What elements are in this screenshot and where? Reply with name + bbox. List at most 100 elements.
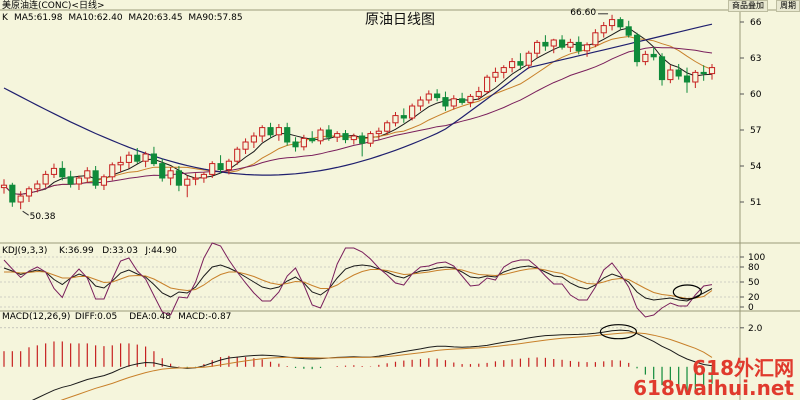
- candle-body: [575, 41, 582, 52]
- candle-body: [683, 75, 691, 83]
- kdj-tick-label: 100: [748, 253, 765, 263]
- candle-body: [550, 39, 557, 47]
- candle-body: [367, 133, 374, 144]
- watermark-line2: 618waihui.net: [633, 376, 794, 400]
- candle-body: [25, 188, 33, 197]
- candle-body: [342, 133, 349, 141]
- kdj-legend-0: K:36.99: [59, 246, 94, 256]
- kdj-label: KDJ(9,3,3): [2, 246, 47, 256]
- candle-body: [34, 183, 41, 190]
- candle-body: [434, 93, 441, 99]
- macd-diff-line: [31, 329, 713, 400]
- candle-body: [667, 69, 674, 81]
- ma-legend-1: MA10:62.40: [68, 13, 122, 23]
- macd-highlight-ellipse: [599, 324, 637, 340]
- candle-body: [417, 99, 424, 107]
- candle-body: [700, 71, 707, 75]
- kdj-legend-2: J:44.90: [144, 246, 177, 256]
- chart-title: 原油日线图: [365, 12, 435, 28]
- kdj-k-line: [3, 264, 713, 302]
- candle-body: [109, 164, 116, 178]
- candle-body: [234, 148, 241, 162]
- candle-body: [225, 160, 232, 171]
- candle-body: [75, 177, 83, 185]
- candle-body: [125, 154, 133, 163]
- candle-body: [692, 71, 699, 83]
- candle-body: [42, 173, 49, 185]
- candle-body: [350, 135, 357, 141]
- candle-body: [159, 163, 166, 179]
- ma-k-label: K: [2, 13, 9, 23]
- candle-body: [500, 67, 507, 73]
- candle-body: [9, 184, 16, 203]
- macd-label: MACD(12,26,9): [2, 312, 70, 322]
- candle-body: [317, 129, 324, 142]
- candle-body: [209, 163, 216, 175]
- candle-body: [492, 71, 499, 78]
- candle-body: [542, 41, 549, 47]
- y-tick-label: 60: [750, 90, 762, 100]
- y-tick-label: 51: [750, 198, 761, 208]
- candle-body: [275, 127, 282, 136]
- ma10-line: [3, 35, 713, 195]
- period-button[interactable]: 周期: [776, 0, 800, 12]
- candle-body: [359, 135, 366, 144]
- macd-dea-line: [60, 332, 713, 400]
- kdj-highlight-ellipse: [672, 284, 702, 300]
- candle-body: [300, 137, 307, 148]
- y-tick-label: 66: [750, 18, 762, 28]
- kdj-legend-1: D:33.03: [102, 246, 138, 256]
- candle-body: [309, 137, 316, 142]
- candle-body: [392, 115, 399, 124]
- candle-body: [409, 105, 416, 119]
- candle-body: [59, 167, 66, 178]
- candle-body: [92, 170, 99, 186]
- macd-tick-label: 2.0: [748, 324, 763, 334]
- low-label: 50.38: [30, 212, 56, 222]
- candle-body: [375, 130, 382, 135]
- ma20-line: [3, 46, 713, 195]
- candle-body: [442, 97, 449, 107]
- symbol-label: 美原油连(CONC)<日线>: [2, 0, 105, 11]
- candle-body: [192, 177, 199, 180]
- candle-body: [175, 170, 182, 186]
- kdj-tick-label: 80: [748, 263, 760, 273]
- candle-body: [242, 141, 249, 150]
- candle-body: [17, 195, 24, 203]
- candle-body: [450, 98, 457, 107]
- candle-body: [284, 127, 291, 143]
- candle-body: [267, 127, 274, 136]
- watermark-line1: 618外汇网: [692, 356, 794, 380]
- kdj-j-line: [3, 242, 713, 318]
- candle-body: [0, 184, 8, 189]
- candle-body: [708, 67, 716, 75]
- candle-body: [67, 176, 74, 185]
- candle-body: [558, 39, 566, 48]
- y-tick-label: 63: [750, 54, 761, 64]
- candle-body: [459, 98, 466, 103]
- kdj-d-line: [4, 267, 713, 300]
- watermark: 618外汇网 618waihui.net: [633, 358, 794, 398]
- ma-legend-0: MA5:61.98: [14, 13, 63, 23]
- overlay-button[interactable]: 商品叠加: [728, 0, 768, 12]
- candle-body: [384, 122, 391, 132]
- ma-legend-3: MA90:57.85: [188, 13, 242, 23]
- y-tick-label: 57: [750, 126, 761, 136]
- macd-legend-1: DEA:0.48: [129, 312, 171, 322]
- candle-body: [334, 133, 341, 138]
- candle-body: [134, 154, 141, 162]
- macd-legend-0: DIFF:0.05: [75, 312, 117, 322]
- candle-body: [142, 153, 149, 162]
- candle-body: [84, 170, 91, 179]
- candle-body: [509, 61, 516, 69]
- candle-body: [484, 76, 491, 93]
- candle-body: [167, 170, 174, 179]
- kdj-tick-label: 0: [748, 303, 754, 313]
- candle-body: [250, 135, 257, 143]
- candle-body: [100, 176, 108, 186]
- candle-body: [292, 141, 299, 148]
- candle-body: [400, 115, 407, 119]
- candle-body: [325, 129, 332, 138]
